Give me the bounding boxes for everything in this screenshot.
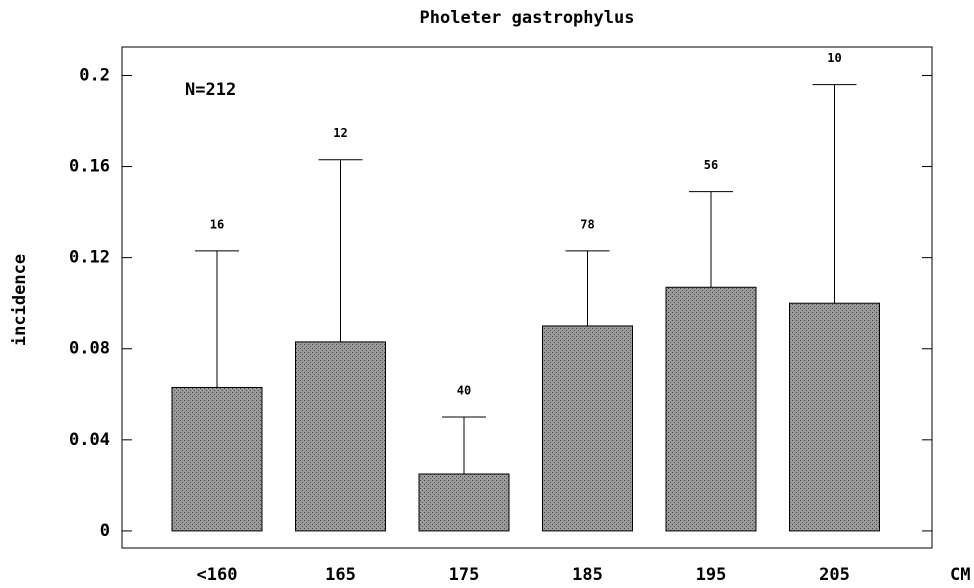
x-tick-label: <160 xyxy=(197,565,238,585)
bar xyxy=(789,302,880,532)
bar xyxy=(295,341,386,532)
bar xyxy=(171,386,263,532)
bar xyxy=(542,325,633,532)
count-label: 78 xyxy=(580,217,594,231)
bar xyxy=(665,286,757,532)
y-tick-label: 0.16 xyxy=(69,157,110,177)
chart-title: Pholeter gastrophylus xyxy=(420,8,635,28)
y-axis-label: incidence xyxy=(10,254,30,346)
y-tick-label: 0.2 xyxy=(79,65,110,85)
annotation: N=212 xyxy=(185,80,236,100)
x-tick-label: 185 xyxy=(572,565,603,585)
y-tick-label: 0 xyxy=(100,521,110,541)
y-tick-label: 0.12 xyxy=(69,248,110,268)
x-tick-label: 195 xyxy=(696,565,727,585)
bar xyxy=(418,473,510,532)
x-tick-label: 165 xyxy=(325,565,356,585)
count-label: 10 xyxy=(827,51,841,65)
count-label: 56 xyxy=(704,158,718,172)
x-tick-label: 205 xyxy=(819,565,850,585)
x-tick-label: 175 xyxy=(449,565,480,585)
plot-frame xyxy=(121,46,933,549)
count-label: 40 xyxy=(457,384,471,398)
y-tick-label: 0.08 xyxy=(69,339,110,359)
count-label: 12 xyxy=(333,126,347,140)
y-tick-label: 0.04 xyxy=(69,430,110,450)
count-label: 16 xyxy=(210,217,224,231)
x-unit-label: CM xyxy=(950,565,970,585)
